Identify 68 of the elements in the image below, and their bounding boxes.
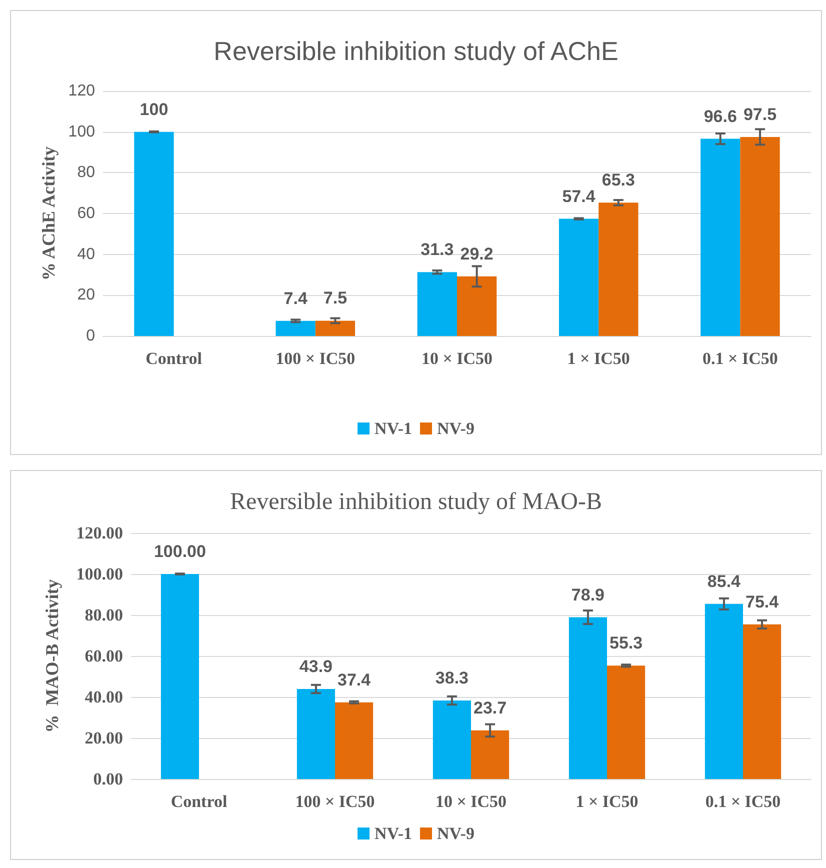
bar <box>134 132 174 336</box>
data-label: 7.4 <box>284 288 308 308</box>
chart-title: Reversible inhibition study of MAO-B <box>230 489 602 515</box>
bar <box>335 702 374 779</box>
bar <box>457 276 497 336</box>
y-tick-label: 80.00 <box>84 606 123 624</box>
data-label: 65.3 <box>602 170 635 190</box>
x-tick-label: Control <box>170 792 228 811</box>
bar <box>558 218 599 336</box>
data-label: 100 <box>140 100 168 119</box>
x-tick-label: 0.1 × IC50 <box>705 792 781 811</box>
y-tick-label: 120 <box>68 82 96 100</box>
bar <box>296 689 335 779</box>
data-label: 78.9 <box>571 585 605 604</box>
y-tick-label: 40.00 <box>84 688 123 706</box>
legend-label: NV-1 <box>374 419 412 438</box>
bar <box>315 320 356 336</box>
x-tick-label: 1 × IC50 <box>567 349 630 368</box>
y-tick-label: 60 <box>77 205 96 222</box>
data-label: 85.4 <box>707 572 742 591</box>
x-tick-label: 100 × IC50 <box>295 792 375 811</box>
data-label: 29.2 <box>460 244 494 264</box>
legend-label: NV-9 <box>437 824 474 843</box>
y-tick-label: 0 <box>86 328 96 344</box>
y-tick-label: 40 <box>77 246 96 263</box>
data-label: 7.5 <box>323 288 348 308</box>
data-label: 55.3 <box>609 634 643 653</box>
data-label: 23.7 <box>473 698 507 718</box>
x-tick-label: 1 × IC50 <box>576 792 638 811</box>
bar <box>471 730 510 779</box>
y-tick-label: 60.00 <box>84 646 123 666</box>
bar <box>568 617 607 779</box>
x-tick-label: 10 × IC50 <box>435 792 507 811</box>
bar <box>276 320 316 336</box>
bar <box>740 136 780 336</box>
x-tick-label: 100 × IC50 <box>276 349 356 368</box>
bar <box>704 604 743 779</box>
x-tick-label: 0.1 × IC50 <box>702 349 778 368</box>
x-tick-label: Control <box>146 349 202 368</box>
x-tick-label: 10 × IC50 <box>421 349 493 368</box>
y-tick-label: 20 <box>77 286 96 304</box>
y-axis-title: % AChE Activity <box>38 146 58 281</box>
y-axis-title: % MAO-B Activity <box>42 579 62 733</box>
bar <box>607 666 646 779</box>
y-tick-label: 120.00 <box>76 524 123 542</box>
y-tick-label: 80 <box>77 164 96 182</box>
bar <box>432 700 471 779</box>
y-tick-label: 20.00 <box>84 728 123 748</box>
y-tick-label: 0.00 <box>93 770 123 788</box>
data-label: 100.00 <box>154 542 206 561</box>
bar <box>598 202 638 336</box>
data-label: 96.6 <box>704 106 737 126</box>
bar <box>417 272 457 336</box>
data-label: 37.4 <box>337 670 372 690</box>
data-label: 57.4 <box>562 186 596 206</box>
bar <box>700 138 740 336</box>
data-label: 43.9 <box>299 657 333 676</box>
y-tick-label: 100 <box>68 123 96 140</box>
data-label: 38.3 <box>435 668 469 688</box>
y-tick-label: 100.00 <box>76 564 123 584</box>
data-label: 75.4 <box>745 592 780 612</box>
legend-label: NV-9 <box>437 419 474 438</box>
data-label: 97.5 <box>743 104 777 124</box>
chart-title: Reversible inhibition study of AChE <box>214 36 618 66</box>
data-label: 31.3 <box>420 240 454 260</box>
bar <box>743 624 782 779</box>
bar <box>160 574 199 779</box>
legend-label: NV-1 <box>374 824 412 843</box>
